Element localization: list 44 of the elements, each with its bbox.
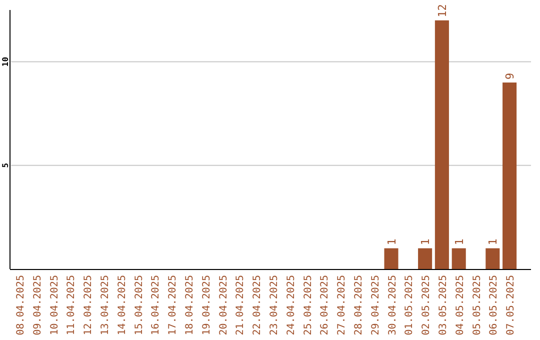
data-label: 1 [486, 238, 500, 246]
bar [434, 20, 449, 269]
x-tick-label: 08.04.2025 [15, 275, 26, 336]
x-tick-label: 19.04.2025 [201, 275, 212, 336]
x-tick-label: 22.04.2025 [252, 275, 264, 336]
x-tick-label: 20.04.2025 [218, 275, 230, 336]
x-tick-label: 04.05.2025 [454, 275, 466, 336]
data-label: 1 [385, 238, 398, 246]
x-tick-label: 18.04.2025 [184, 275, 196, 336]
bar [486, 248, 500, 269]
x-tick-label: 05.05.2025 [472, 275, 483, 336]
y-tick-label: 5 [1, 162, 10, 168]
x-tick-label: 27.04.2025 [336, 275, 348, 336]
x-tick-label: 17.04.2025 [168, 275, 179, 336]
x-tick-label: 24.04.2025 [286, 275, 297, 336]
data-label: 9 [504, 72, 517, 80]
bar [452, 248, 466, 269]
x-tick-label: 02.05.2025 [421, 275, 432, 336]
x-tick-label: 21.04.2025 [235, 275, 246, 336]
y-tick-label: 10 [1, 56, 10, 67]
x-tick-label: 06.05.2025 [488, 275, 500, 336]
bar [418, 248, 432, 269]
x-tick-label: 25.04.2025 [302, 275, 314, 336]
x-tick-label: 29.04.2025 [370, 275, 382, 336]
bar [384, 248, 398, 269]
x-tick-label: 30.04.2025 [387, 275, 398, 336]
x-tick-label: 09.04.2025 [32, 275, 44, 336]
x-tick-label: 14.04.2025 [116, 275, 128, 336]
x-tick-label: 07.05.2025 [506, 275, 517, 336]
data-label: 1 [419, 238, 432, 246]
x-tick-label: 12.04.2025 [83, 275, 94, 336]
data-label: 1 [452, 238, 466, 246]
x-tick-label: 10.04.2025 [49, 275, 60, 336]
x-tick-label: 03.05.2025 [438, 275, 449, 336]
x-tick-label: 16.04.2025 [150, 275, 162, 336]
x-tick-label: 11.04.2025 [66, 275, 78, 336]
x-tick-label: 26.04.2025 [320, 275, 331, 336]
x-tick-label: 23.04.2025 [268, 275, 280, 336]
data-label: 12 [436, 4, 449, 18]
x-tick-label: 15.04.2025 [134, 275, 145, 336]
x-tick-label: 28.04.2025 [353, 275, 364, 336]
x-tick-label: 01.05.2025 [404, 275, 416, 336]
x-tick-label: 13.04.2025 [100, 275, 111, 336]
bar [502, 82, 517, 269]
